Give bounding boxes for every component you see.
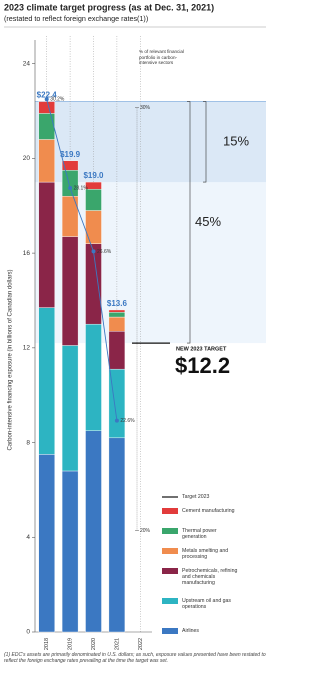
legend-label: Target 2023 — [182, 493, 210, 500]
bar-segment — [61, 170, 79, 197]
legend-label-box: Cement manufacturing — [182, 507, 235, 514]
chart-title: 2023 climate target progress (as at Dec.… — [4, 2, 214, 12]
y-tick-label: 0 — [26, 629, 30, 636]
legend-swatch — [162, 628, 178, 634]
bar-segment — [61, 345, 79, 472]
footnote: (1) EDC's assets are primarily denominat… — [4, 652, 266, 664]
legend-label: Airlines — [182, 627, 200, 634]
bracket-15 — [203, 101, 207, 183]
line-annotation: % of relevant financial portfolio in car… — [139, 49, 184, 65]
bar-segment — [85, 188, 102, 211]
y2-tick-label: 20% — [140, 528, 151, 534]
line-annotation-box: % of relevant financial portfolio in car… — [139, 49, 184, 65]
x-tick-label: 2022 — [138, 638, 144, 650]
line-series — [46, 99, 118, 421]
x-tick-label: 2018 — [44, 638, 50, 650]
y-tick-label: 4 — [26, 534, 30, 541]
total-label: $19.9 — [60, 150, 81, 159]
bar-segment — [38, 101, 55, 114]
bar-segment — [108, 316, 126, 332]
line-point-label: 26.6% — [97, 249, 112, 255]
line-point — [91, 249, 96, 254]
line-point-label: 30.2% — [50, 97, 65, 103]
legend-label: Upstream oil and gas operations — [182, 597, 232, 610]
legend-swatch — [162, 598, 178, 604]
total-label: $19.0 — [83, 171, 104, 180]
legend-swatch — [162, 528, 178, 534]
bar-segment — [108, 312, 126, 318]
legend-label-box: Metals smelting and processing — [182, 547, 229, 560]
target-label: NEW 2023 TARGET — [176, 347, 227, 353]
total-label: $13.6 — [107, 299, 128, 308]
bar-segment — [85, 323, 102, 431]
legend-label-box: Petrochemicals, refining and chemicals m… — [182, 567, 238, 586]
legend-label-box: Airlines — [182, 627, 200, 634]
bar-segment — [61, 470, 79, 633]
legend-swatch — [162, 568, 178, 574]
line-point — [68, 186, 73, 190]
bar-segment — [85, 210, 102, 244]
footnote-box: (1) EDC's assets are primarily denominat… — [4, 652, 266, 664]
target-value: $12.2 — [175, 353, 230, 378]
legend-swatch — [162, 548, 178, 554]
bar-segment — [61, 160, 79, 171]
bar-segment — [38, 454, 55, 633]
y-tick-label: 16 — [23, 250, 31, 257]
bar-segment — [38, 139, 55, 183]
total-label: $22.4 — [37, 91, 58, 100]
legend-label-box: Upstream oil and gas operations — [182, 597, 232, 610]
bracket-45 — [187, 101, 191, 344]
line-point-label: 22.6% — [120, 418, 135, 424]
y-axis-label: Carbon-intensive financing exposure (in … — [8, 269, 14, 450]
legend-label: Thermal power generation — [182, 527, 217, 540]
bar-segment — [61, 236, 79, 346]
bar-segment — [108, 309, 126, 313]
bar-segment — [38, 113, 55, 140]
y2-tick-label: 30% — [140, 105, 151, 111]
chart-subtitle: (restated to reflect foreign exchange ra… — [4, 14, 148, 23]
line-point — [114, 418, 119, 423]
y-tick-label: 24 — [23, 60, 31, 67]
legend-label: Petrochemicals, refining and chemicals m… — [182, 567, 238, 586]
legend-label-box: Target 2023 — [182, 493, 210, 500]
legend-label: Metals smelting and processing — [182, 547, 229, 560]
chart: 2023 climate target progress (as at Dec.… — [4, 2, 266, 664]
bar-segment — [108, 331, 126, 370]
y-tick-label: 8 — [26, 439, 30, 446]
y-tick-label: 12 — [23, 345, 31, 352]
bar-segment — [85, 430, 102, 633]
annotation-15: 15% — [223, 133, 249, 148]
line-point-label: 28.1% — [74, 185, 89, 191]
x-tick-label: 2019 — [68, 638, 74, 650]
bar-segment — [85, 181, 102, 190]
legend-label-box: Thermal power generation — [182, 527, 217, 540]
x-tick-label: 2020 — [91, 638, 97, 650]
annotation-45: 45% — [195, 214, 221, 229]
x-tick-label: 2021 — [114, 638, 120, 650]
legend-label: Cement manufacturing — [182, 507, 235, 514]
line-point — [44, 97, 49, 102]
bar-segment — [38, 181, 55, 308]
legend-swatch — [162, 508, 178, 514]
y-tick-label: 20 — [23, 155, 31, 162]
bar-segment — [85, 243, 102, 325]
bar-segment — [38, 307, 55, 455]
bar-segment — [108, 437, 126, 633]
